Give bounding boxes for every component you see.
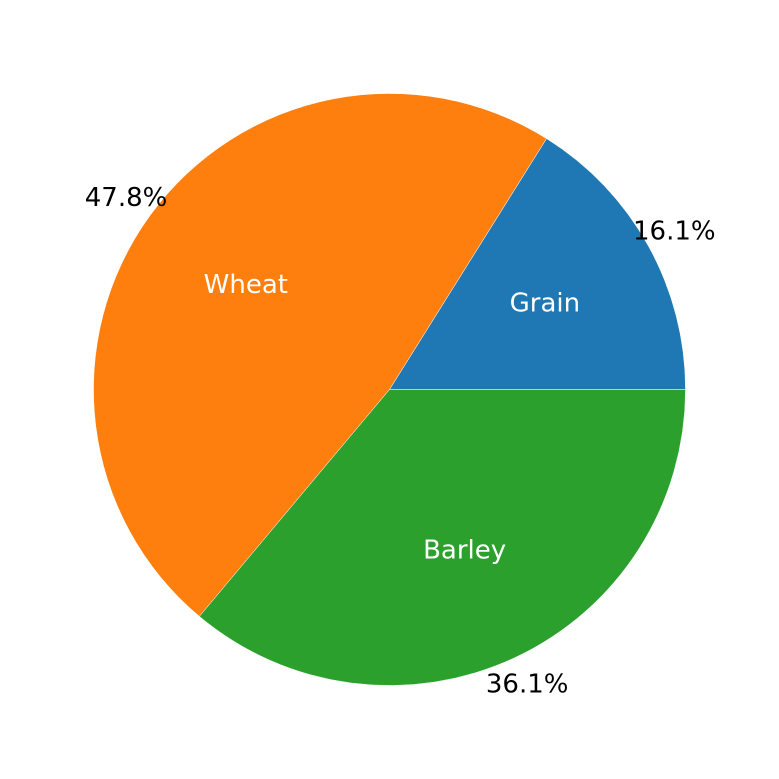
slice-label-barley: Barley bbox=[423, 535, 506, 565]
pie-slice-wheat bbox=[93, 93, 547, 617]
pie-slice-barley bbox=[199, 389, 686, 686]
slice-percent-grain: 16.1% bbox=[633, 217, 716, 247]
slice-label-wheat: Wheat bbox=[204, 270, 288, 300]
pie-slices bbox=[93, 93, 686, 686]
slice-percent-barley: 36.1% bbox=[486, 670, 569, 700]
pie-slice-grain bbox=[389, 138, 686, 390]
pie-labels: Grain 16.1% Wheat 47.8% Barley 36.1% bbox=[85, 183, 716, 699]
slice-percent-wheat: 47.8% bbox=[85, 183, 168, 213]
slice-label-grain: Grain bbox=[510, 288, 580, 318]
